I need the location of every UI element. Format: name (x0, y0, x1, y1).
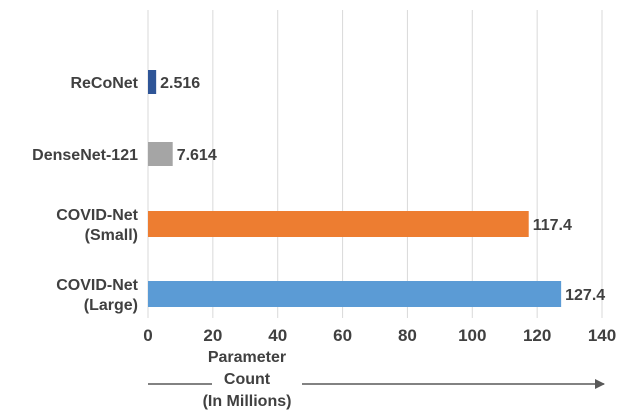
bar (148, 70, 157, 94)
bar (148, 142, 173, 166)
x-tick-label: 40 (268, 326, 287, 345)
category-label: COVID-Net (56, 277, 138, 294)
value-label: 117.4 (533, 217, 572, 234)
category-label: (Large) (84, 297, 138, 314)
x-tick-labels: 0 20 40 60 80 100 120 140 (143, 326, 616, 345)
value-labels: 2.516 7.614 117.4 127.4 (160, 75, 605, 304)
x-tick-label: 0 (143, 326, 152, 345)
x-tick-label: 120 (523, 326, 551, 345)
value-label: 7.614 (177, 147, 217, 164)
x-tick-label: 20 (203, 326, 222, 345)
x-axis-title-line: Parameter (208, 349, 286, 366)
category-labels: ReCoNet DenseNet-121 COVID-Net (Small) COVID… (32, 75, 139, 314)
x-tick-label: 60 (333, 326, 352, 345)
x-tick-label: 80 (398, 326, 417, 345)
value-label: 127.4 (565, 287, 605, 304)
value-label: 2.516 (160, 75, 200, 92)
category-label: DenseNet-121 (32, 147, 138, 164)
bars (148, 70, 562, 307)
bar (148, 281, 562, 307)
x-axis-title-line: (In Millions) (203, 393, 292, 410)
category-label: COVID-Net (56, 207, 138, 224)
category-label: ReCoNet (70, 75, 138, 92)
category-label: (Small) (85, 227, 138, 244)
x-axis-title: Parameter Count (In Millions) (203, 349, 292, 410)
bar (148, 211, 529, 237)
x-axis-title-line: Count (224, 371, 271, 388)
x-tick-label: 140 (588, 326, 616, 345)
gridlines (147, 10, 603, 318)
x-tick-label: 100 (458, 326, 486, 345)
